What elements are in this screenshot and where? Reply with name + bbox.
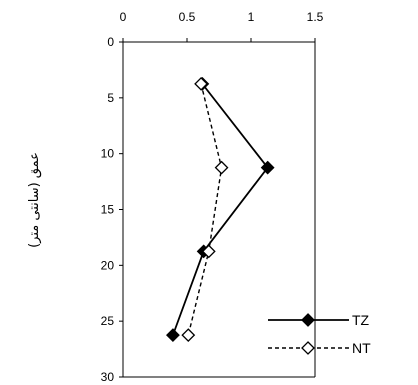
legend: TZ NT — [268, 312, 371, 356]
data-point-nt — [201, 244, 216, 259]
series-line-nt — [187, 83, 223, 336]
y-tick-label: 5 — [107, 91, 114, 105]
y-tick-label: 25 — [101, 314, 115, 328]
x-tick-label: 0.5 — [179, 10, 196, 24]
series-nt — [181, 76, 229, 343]
plot-frame — [122, 41, 316, 378]
x-tick-label: 1 — [248, 10, 255, 24]
y-tick-label: 20 — [101, 258, 115, 272]
data-point-nt — [214, 160, 229, 175]
data-point-nt — [194, 76, 208, 91]
x-tick-label: 1.5 — [307, 10, 324, 24]
data-point-tz — [260, 160, 275, 175]
legend-marker — [301, 313, 315, 327]
legend-item-nt: NT — [268, 340, 371, 356]
data-point-nt — [181, 328, 196, 343]
data-point-tz — [166, 328, 180, 343]
series-tz — [166, 76, 275, 343]
legend-label: NT — [352, 340, 371, 356]
series-layer — [166, 76, 275, 343]
y-tick-label: 10 — [101, 147, 115, 161]
y-tick-label: 0 — [107, 35, 114, 49]
y-axis-title: عمق (سانتی متر) — [27, 152, 42, 248]
legend-label: TZ — [352, 312, 370, 328]
series-line-tz — [172, 83, 269, 336]
y-tick-label: 15 — [101, 203, 115, 217]
y-tick-label: 30 — [101, 370, 115, 384]
x-tick-label: 0 — [120, 10, 127, 24]
legend-marker — [301, 341, 315, 355]
legend-item-tz: TZ — [268, 312, 370, 328]
x-axis-ticks: 0 0.5 1 1.5 — [120, 10, 324, 42]
y-axis-ticks: 0 5 10 15 20 25 30 — [101, 35, 123, 384]
